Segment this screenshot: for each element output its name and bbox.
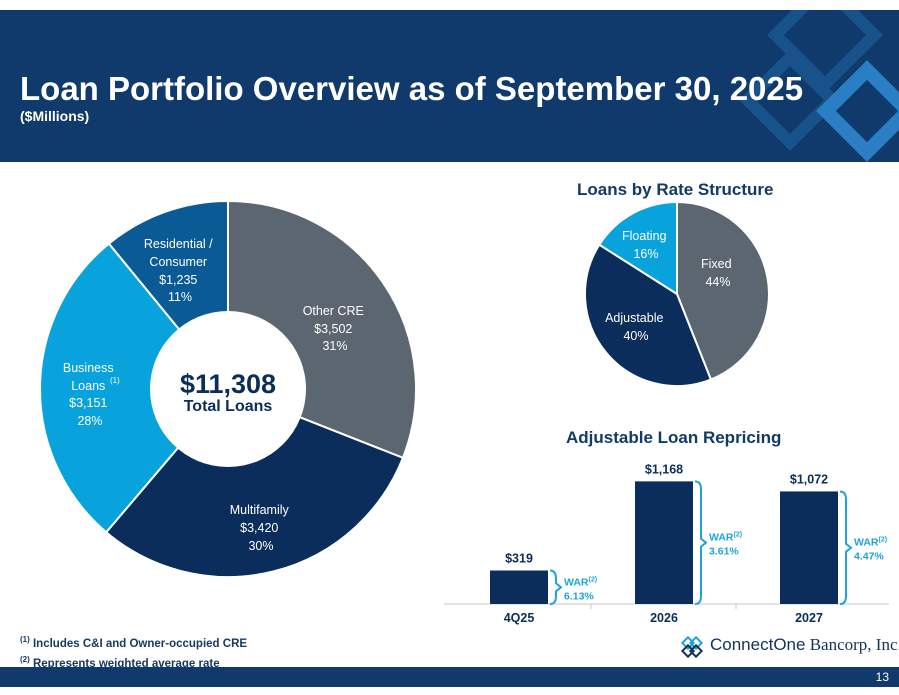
bar-value-label-2026: $1,168 — [645, 462, 683, 476]
slice-label-fixed: Fixed 44% — [701, 257, 735, 289]
war-label-4Q25: WAR(2) — [564, 576, 597, 588]
footer-bar: 13 — [0, 667, 899, 687]
adjustable-repricing-bar-chart: $319 4Q25 WAR(2) 6.13% $1,168 2026 WAR(2) 3.61%… — [444, 462, 889, 625]
total-loans-donut-chart: $11,308 Total Loans Other CRE $3,502 31%… — [39, 199, 417, 578]
footnote-2: (2) Represents weighted average rate — [20, 654, 220, 670]
bar-4Q25 — [490, 570, 548, 604]
slice-label-floating: Floating 16% — [622, 229, 670, 261]
diamond-pattern-decoration — [739, 10, 899, 162]
donut-slice-business-loans — [39, 242, 230, 534]
bar-value-label-2027: $1,072 — [790, 472, 828, 486]
bar-2026 — [635, 481, 693, 604]
rate-slice-fixed — [676, 200, 770, 381]
donut-center-value: $11,308 — [180, 369, 276, 399]
donut-hole — [150, 311, 306, 467]
repricing-title: Adjustable Loan Repricing — [566, 428, 782, 447]
footnotes: (1) Includes C&I and Owner-occupied CRE … — [20, 632, 247, 672]
slice-label-multifamily: Multifamily $3,420 30% — [230, 503, 293, 553]
title-banner: Loan Portfolio Overview as of September … — [0, 10, 899, 162]
slice-label-residential: Residential / Consumer $1,235 11% — [144, 237, 216, 304]
footnote-1: (1) Includes C&I and Owner-occupied CRE — [20, 635, 248, 650]
war-value-2027: 4.47% — [854, 551, 884, 563]
war-label-2026: WAR(2) — [709, 532, 742, 544]
page-number: 13 — [875, 670, 889, 684]
war-bracket-4Q25 — [549, 569, 563, 605]
page-subtitle: ($Millions) — [20, 108, 90, 124]
war-bracket-2026 — [694, 480, 708, 605]
war-bracket-2027 — [839, 490, 853, 605]
page-title: Loan Portfolio Overview as of September … — [20, 70, 804, 107]
donut-center-label: Total Loans — [184, 398, 273, 415]
bar-value-label-4Q25: $319 — [505, 552, 533, 566]
connectone-logo: ConnectOne Bancorp, Inc. — [680, 633, 899, 659]
rate-slice-floating — [597, 200, 678, 296]
slice-label-business-loans: Business Loans $3,151 28% — [63, 361, 117, 428]
war-value-4Q25: 6.13% — [564, 590, 594, 602]
bar-2027 — [780, 491, 838, 604]
war-label-2027: WAR(2) — [854, 537, 887, 549]
category-label-2027: 2027 — [795, 611, 823, 625]
connectone-logo-icon — [680, 635, 704, 659]
category-label-2026: 2026 — [650, 611, 678, 625]
rate-structure-pie-chart: Fixed 44% Adjustable 40% Floating 16% — [584, 200, 770, 387]
rate-structure-title: Loans by Rate Structure — [577, 180, 774, 199]
donut-slice-multifamily — [104, 387, 405, 578]
war-value-2026: 3.61% — [709, 546, 739, 558]
rate-slice-adjustable — [584, 243, 713, 387]
slice-label-adjustable: Adjustable 40% — [605, 311, 667, 343]
business-loans-footnote: (1) — [110, 376, 120, 385]
slice-label-other-cre: Other CRE $3,502 31% — [303, 304, 368, 353]
category-label-4Q25: 4Q25 — [504, 611, 535, 625]
